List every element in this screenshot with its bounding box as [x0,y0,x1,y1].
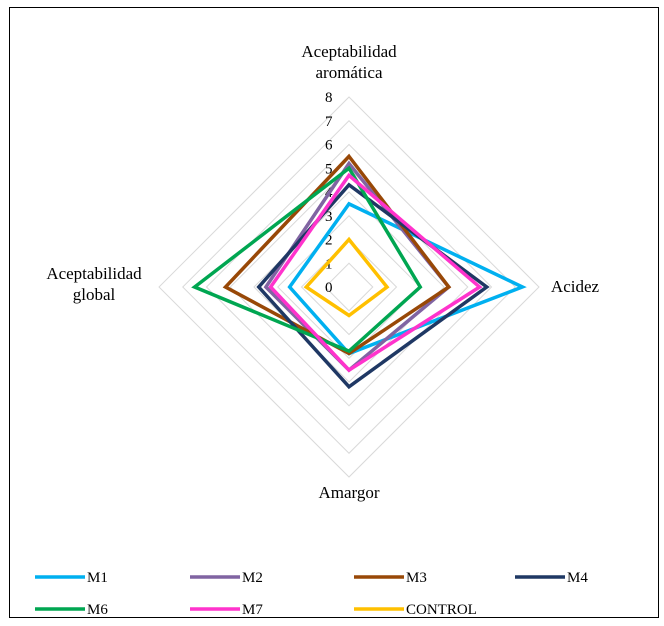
axis-label: Amargor [318,483,379,502]
grid-ring-3 [277,215,421,359]
series-control-line [303,236,390,318]
radar-series [191,153,527,390]
tick-label: 8 [325,90,333,106]
tick-label: 2 [325,233,333,249]
series-m6-line [191,165,423,354]
axis-label: Aceptabilidad [301,42,397,61]
legend-label: M4 [567,570,588,586]
tick-label: 7 [325,114,333,130]
axis-label: Acidez [551,277,600,296]
axis-label: Aceptabilidad [46,264,142,283]
axis-label: global [73,285,116,304]
grid-ring-7 [182,120,516,454]
tick-label: 3 [325,209,333,225]
legend-label: CONTROL [406,602,477,618]
legend-label: M6 [87,602,108,618]
tick-label: 6 [325,138,333,154]
grid-ring-1 [324,262,374,312]
legend-label: M7 [242,602,263,618]
tick-label: 5 [325,161,333,177]
grid-ring-2 [300,238,398,336]
axis-labels: Aceptabilidad aromática Acidez Amargor Acept… [46,42,599,502]
legend-label: M1 [87,570,108,586]
grid-ring-8 [158,96,540,478]
legend: M1 M2 M3 M4 M6 M7 CONTROL [35,570,588,618]
chart-frame [9,7,659,618]
series-m3-line [222,153,452,356]
legend-label: M3 [406,570,427,586]
series-m7-line [268,172,483,373]
axis-label: aromática [315,63,382,82]
series-m2-line [263,160,452,373]
tick-label: 0 [325,280,333,296]
grid-ring-5 [229,167,469,407]
legend-label: M2 [242,570,263,586]
